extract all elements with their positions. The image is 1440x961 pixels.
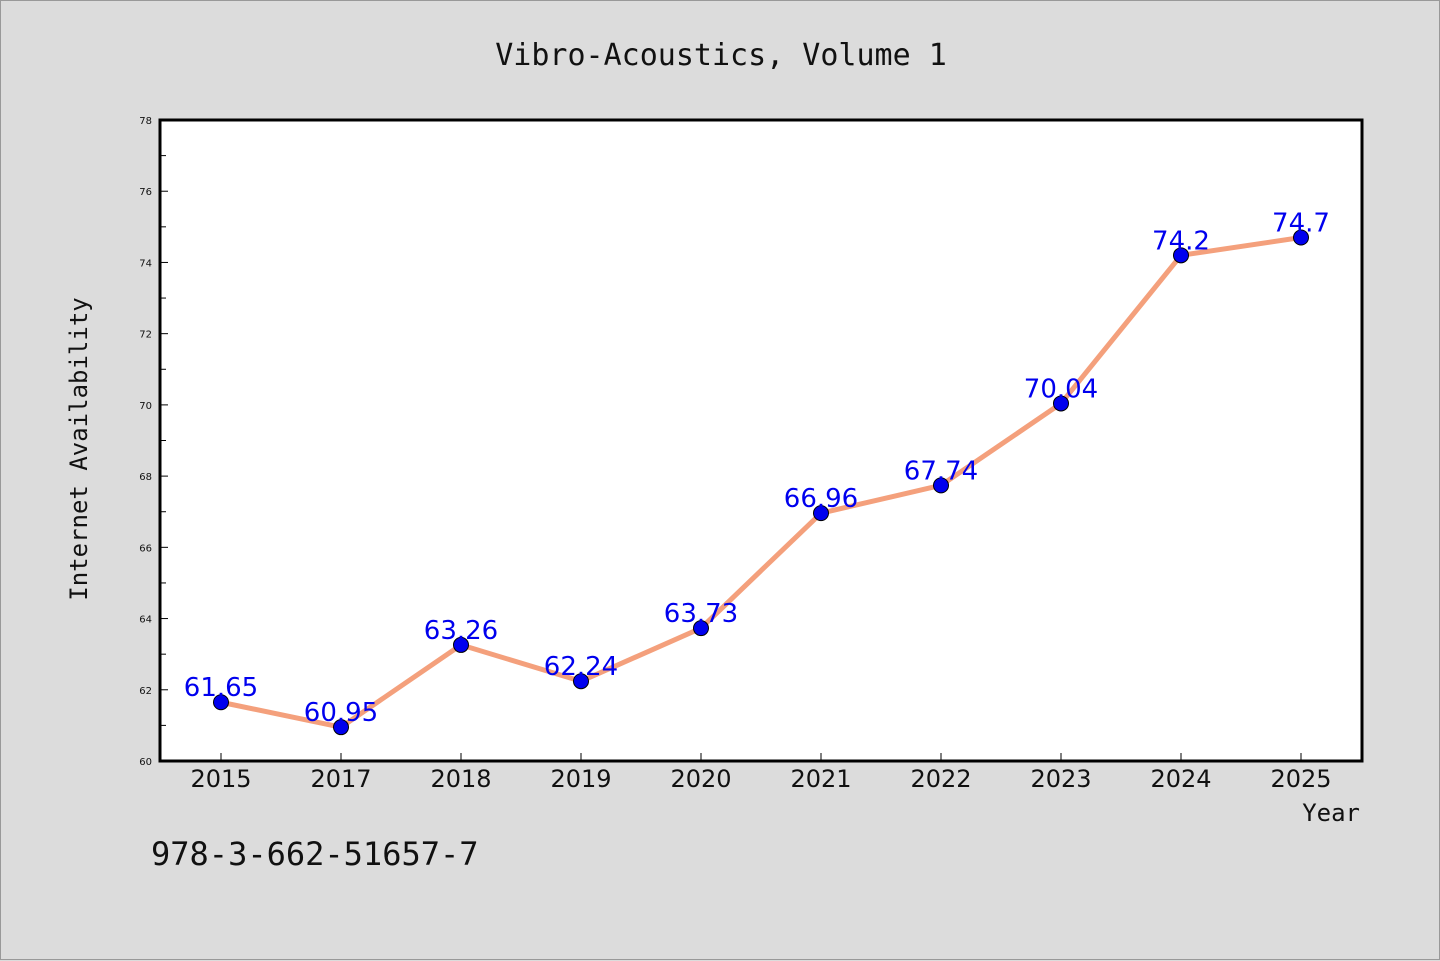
data-labels: 61.65 60.95 63.26 62.24 63.73 66.96 67.74 70.04… bbox=[184, 209, 1330, 729]
x-tick-label: 2022 bbox=[910, 765, 971, 793]
plot-area bbox=[158, 118, 1364, 763]
x-tick-label: 2021 bbox=[790, 765, 851, 793]
data-label: 70.04 bbox=[1024, 374, 1098, 404]
data-label: 66.96 bbox=[784, 484, 858, 514]
data-label: 67.74 bbox=[904, 456, 978, 486]
data-point bbox=[693, 620, 709, 637]
data-point bbox=[1173, 247, 1189, 264]
data-label: 74.7 bbox=[1272, 209, 1330, 239]
data-point bbox=[453, 636, 469, 653]
data-point bbox=[573, 673, 589, 690]
chart-title: Vibro-Acoustics, Volume 1 bbox=[495, 38, 947, 73]
x-tick-label: 2023 bbox=[1030, 765, 1091, 793]
data-label: 62.24 bbox=[544, 652, 618, 682]
data-label: 63.26 bbox=[424, 616, 498, 646]
data-label: 63.73 bbox=[664, 599, 738, 629]
data-point bbox=[933, 477, 949, 494]
y-tick-label: 68 bbox=[139, 472, 152, 483]
isbn-text: 978-3-662-51657-7 bbox=[151, 835, 479, 873]
y-axis-ticks: 60 62 64 66 68 70 72 74 76 78 bbox=[139, 116, 168, 768]
data-point bbox=[1053, 395, 1069, 412]
y-tick-label: 64 bbox=[139, 615, 152, 626]
x-tick-label: 2024 bbox=[1150, 765, 1211, 793]
x-tick-label: 2015 bbox=[190, 765, 251, 793]
series-layer bbox=[213, 229, 1309, 736]
y-tick-label: 70 bbox=[139, 401, 152, 412]
y-axis-label: Internet Availability bbox=[65, 297, 93, 600]
data-point bbox=[1293, 229, 1309, 246]
x-tick-label: 2020 bbox=[670, 765, 731, 793]
x-axis-label: Year bbox=[1302, 799, 1360, 827]
data-point bbox=[813, 505, 829, 522]
x-tick-label: 2018 bbox=[430, 765, 491, 793]
data-point bbox=[213, 694, 229, 711]
y-tick-label: 60 bbox=[139, 757, 152, 768]
series-line bbox=[220, 235, 1302, 730]
y-tick-label: 72 bbox=[139, 330, 152, 341]
y-tick-label: 78 bbox=[139, 116, 152, 127]
y-tick-label: 76 bbox=[139, 187, 152, 198]
y-tick-label: 66 bbox=[139, 543, 152, 554]
data-label: 60.95 bbox=[304, 698, 378, 728]
data-point bbox=[333, 719, 349, 736]
x-tick-label: 2019 bbox=[550, 765, 611, 793]
x-tick-label: 2017 bbox=[310, 765, 371, 793]
y-tick-label: 74 bbox=[139, 258, 152, 269]
x-axis-ticks: 2015 2017 2018 2019 2020 2021 2022 2023 2024 2025 bbox=[190, 753, 1332, 793]
data-label: 61.65 bbox=[184, 673, 258, 703]
x-tick-label: 2025 bbox=[1270, 765, 1331, 793]
data-label: 74.2 bbox=[1152, 226, 1210, 256]
y-tick-label: 62 bbox=[139, 686, 152, 697]
